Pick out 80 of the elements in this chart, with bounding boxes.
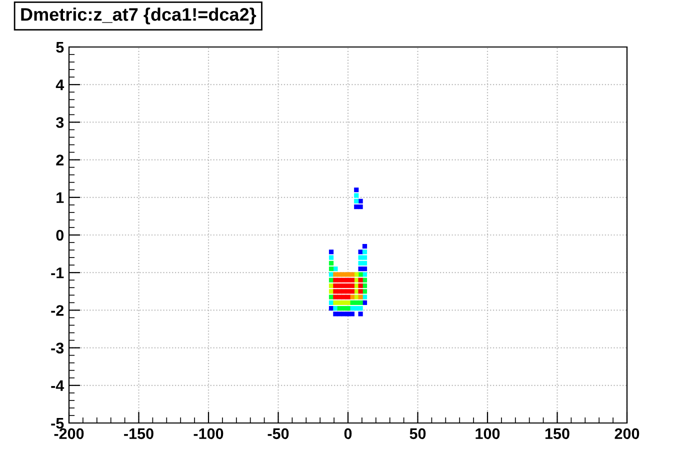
x-tick-label: 150	[545, 428, 570, 440]
point	[350, 278, 354, 282]
y-tick-label: 3	[56, 117, 64, 128]
point	[358, 300, 363, 305]
chart-title: Dmetric:z_at7 {dca1!=dca2}	[21, 8, 256, 24]
y-tick-label: -2	[51, 305, 64, 316]
point	[333, 306, 338, 311]
point	[337, 312, 342, 316]
point	[333, 294, 338, 300]
point	[362, 244, 368, 249]
point	[346, 283, 350, 288]
y-tick-label: -4	[51, 380, 64, 391]
point	[333, 300, 338, 305]
point	[328, 250, 334, 254]
y-tick-label: 0	[56, 230, 64, 241]
y-tick-label: 1	[56, 192, 64, 203]
point	[333, 312, 338, 316]
point	[342, 294, 346, 300]
point	[328, 255, 334, 260]
point	[358, 204, 363, 210]
x-tick-label: -50	[268, 428, 289, 440]
point	[350, 272, 354, 277]
point	[337, 272, 342, 277]
point	[362, 250, 368, 254]
point	[358, 283, 363, 288]
point	[350, 289, 354, 294]
point	[346, 289, 350, 294]
x-tick-label: -200	[54, 428, 84, 440]
point	[362, 266, 368, 272]
x-tick-label: 0	[344, 428, 352, 440]
y-tick-label: 2	[56, 154, 64, 166]
point	[328, 266, 334, 272]
point	[328, 294, 334, 300]
point	[346, 278, 350, 282]
point	[354, 300, 359, 305]
point	[346, 312, 350, 316]
point	[362, 294, 368, 300]
x-tick-label: 100	[476, 428, 500, 440]
x-tick-label: -150	[124, 428, 154, 440]
point	[358, 278, 363, 282]
point	[354, 294, 359, 300]
point	[346, 300, 350, 305]
point	[342, 272, 346, 277]
point	[337, 294, 342, 300]
x-tick-label: 50	[410, 428, 426, 440]
point	[350, 312, 354, 316]
y-tick-label: -3	[51, 342, 64, 354]
x-tick-label: -100	[194, 428, 224, 440]
point	[346, 294, 350, 300]
point	[333, 283, 338, 288]
point	[362, 260, 368, 266]
point	[333, 272, 338, 277]
x-tick-label: 200	[614, 428, 640, 440]
point	[354, 306, 359, 311]
point	[342, 312, 346, 316]
point	[328, 272, 334, 277]
point	[354, 204, 359, 210]
point	[346, 272, 350, 277]
point	[350, 294, 354, 300]
y-tick-label: -5	[51, 418, 64, 429]
point	[333, 278, 338, 282]
y-tick-label: 4	[56, 80, 64, 90]
point	[333, 289, 338, 294]
point	[354, 272, 359, 277]
point	[350, 283, 354, 288]
y-tick-label: -1	[51, 268, 64, 278]
point	[354, 188, 359, 192]
point	[358, 294, 363, 300]
point	[358, 289, 363, 294]
point	[358, 198, 363, 204]
point	[358, 312, 363, 316]
point	[358, 272, 363, 277]
point	[362, 255, 368, 260]
point	[354, 198, 359, 204]
y-tick-label: 5	[56, 42, 64, 53]
point	[328, 260, 334, 266]
point	[354, 193, 359, 198]
point	[346, 306, 350, 311]
point	[362, 272, 368, 277]
point	[358, 306, 363, 311]
